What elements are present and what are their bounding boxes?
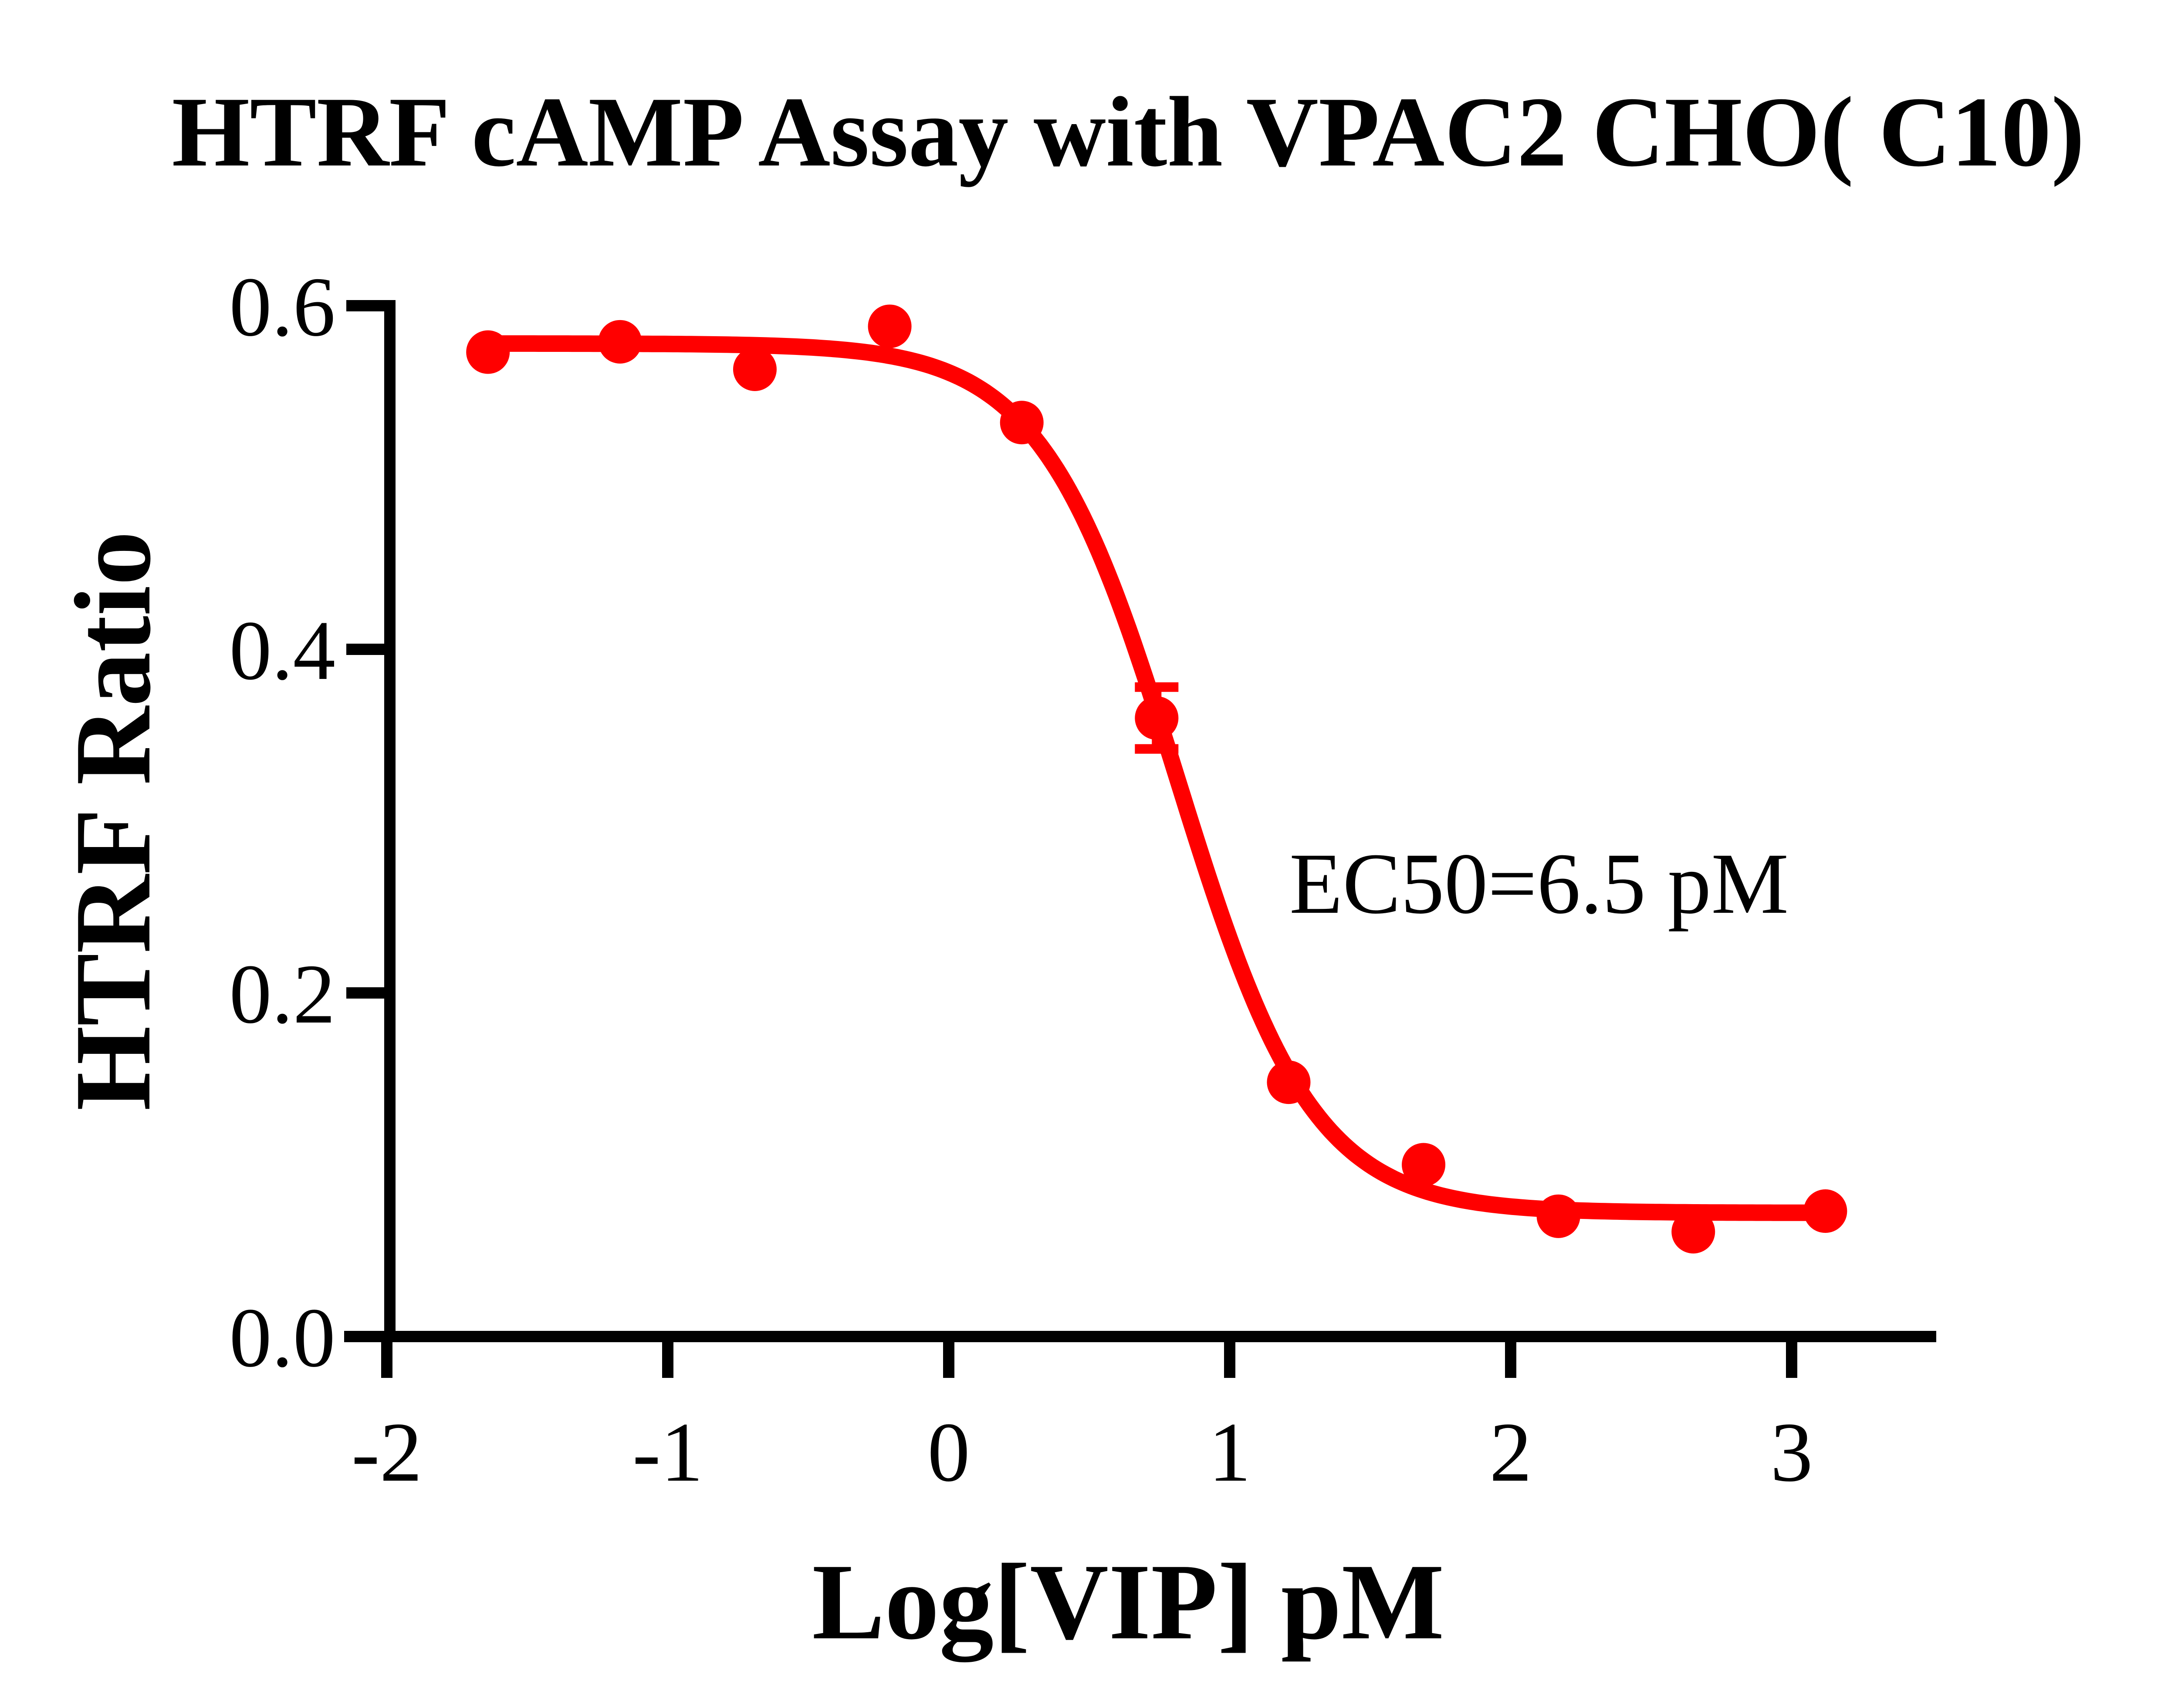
x-tick-label: 0 [927,1405,970,1499]
x-tick-label: 2 [1489,1405,1532,1499]
data-point [1000,401,1044,445]
data-point [1135,696,1179,740]
data-point [733,347,777,391]
fit-curve [480,335,1833,1221]
data-point [868,304,912,348]
y-tick-label: 0.4 [229,604,335,698]
x-axis-title: Log[VIP] pM [812,1542,1444,1662]
data-point [1267,1060,1311,1104]
data-point [466,330,510,374]
data-point [1803,1189,1847,1233]
y-tick-label: 0.2 [229,947,335,1041]
x-tick-label: 1 [1208,1405,1251,1499]
y-tick-label: 0.0 [229,1291,335,1385]
data-point [1536,1194,1580,1238]
x-tick-label: -2 [352,1405,422,1499]
ec50-annotation: EC50=6.5 pM [1289,836,1789,932]
x-tick-label: -1 [632,1405,703,1499]
x-tick-label: 3 [1770,1405,1813,1499]
data-point [598,320,642,364]
data-point [1671,1210,1715,1254]
chart-title: HTRF cAMP Assay with VPAC2 CHO( C10) [172,76,2085,187]
data-point [1402,1143,1446,1187]
y-tick-label: 0.6 [229,260,335,354]
